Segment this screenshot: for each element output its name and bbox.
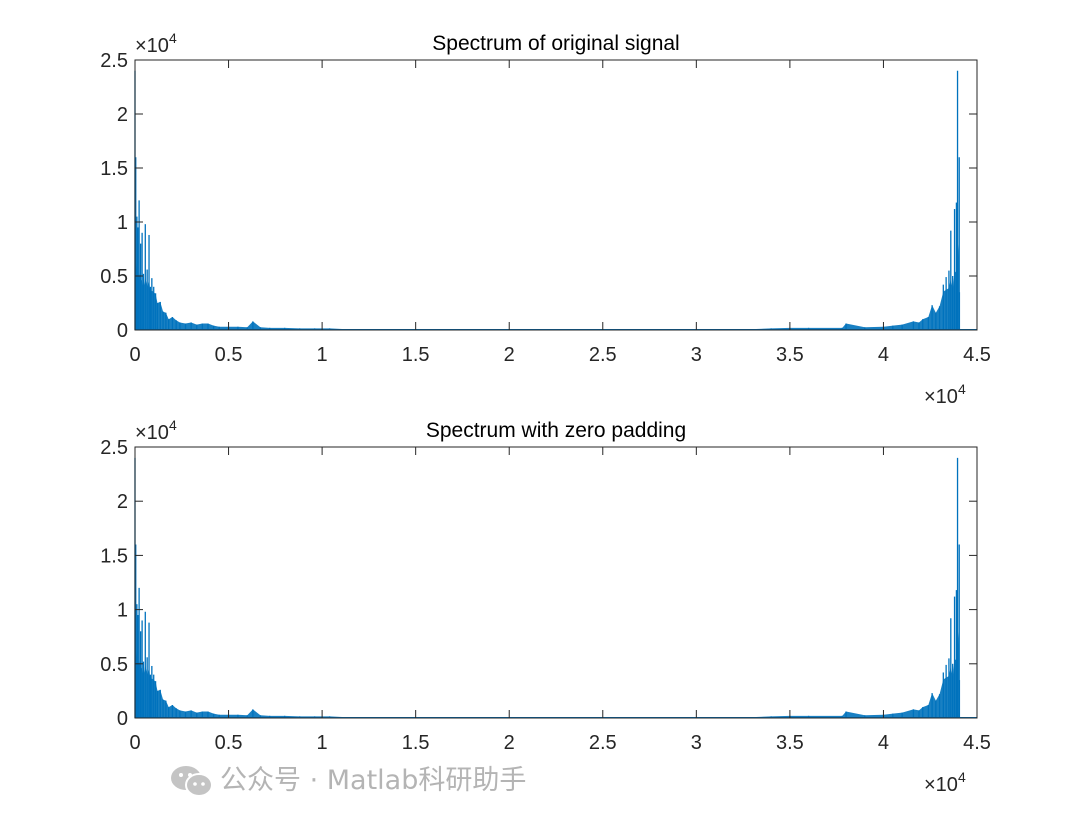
x-tick-label: 2.5	[589, 732, 617, 754]
spectrum-fill	[135, 238, 960, 330]
y-tick-label: 1	[117, 212, 128, 234]
x-tick-label: 2	[504, 344, 515, 366]
x-exponent-label: ×104	[924, 769, 966, 796]
x-tick-label: 3	[691, 732, 702, 754]
x-tick-label: 0.5	[215, 732, 243, 754]
y-tick-label: 2	[117, 104, 128, 126]
y-tick-label: 0	[117, 708, 128, 730]
x-tick-label: 3	[691, 344, 702, 366]
x-tick-label: 2	[504, 732, 515, 754]
y-exponent-label: ×104	[135, 30, 177, 57]
x-tick-label: 1	[317, 732, 328, 754]
x-tick-label: 2.5	[589, 344, 617, 366]
y-tick-label: 1	[117, 600, 128, 622]
watermark-text: 公众号 · Matlab科研助手	[220, 765, 527, 796]
x-tick-label: 1.5	[402, 732, 430, 754]
x-tick-label: 3.5	[776, 344, 804, 366]
x-tick-label: 0	[129, 732, 140, 754]
watermark: 公众号 · Matlab科研助手	[170, 764, 526, 798]
x-tick-label: 4.5	[963, 344, 991, 366]
x-tick-label: 3.5	[776, 732, 804, 754]
y-tick-label: 0	[117, 320, 128, 342]
axes-box	[134, 59, 978, 331]
x-tick-label: 0.5	[215, 344, 243, 366]
x-tick-label: 1	[317, 344, 328, 366]
chart-title: Spectrum of original signal	[432, 32, 679, 55]
y-tick-label: 2	[117, 491, 128, 513]
x-tick-label: 4	[878, 732, 889, 754]
y-tick-label: 2.5	[100, 437, 128, 459]
axes-box	[134, 446, 978, 719]
x-tick-label: 0	[129, 344, 140, 366]
y-tick-label: 1.5	[100, 545, 128, 567]
x-tick-label: 4	[878, 344, 889, 366]
axes-2: 0 0.5 1 1.5 2 2.5 3 3.5 4 4.5 0 0.5 1 1.5 2 2.5 ×104 ×104…	[100, 417, 991, 796]
y-tick-label: 0.5	[100, 266, 128, 288]
chart-title: Spectrum with zero padding	[426, 419, 686, 442]
x-tick-label: 1.5	[402, 344, 430, 366]
spectrum-fill	[135, 625, 960, 718]
x-exponent-label: ×104	[924, 381, 966, 408]
y-tick-label: 1.5	[100, 158, 128, 180]
y-exponent-label: ×104	[135, 417, 177, 444]
wechat-icon	[171, 766, 213, 797]
y-tick-label: 0.5	[100, 654, 128, 676]
x-tick-label: 4.5	[963, 732, 991, 754]
axes-1: 0 0.5 1 1.5 2 2.5 3 3.5 4 4.5 0 0.5 1 1.5 2 2.5 ×104 ×104…	[100, 30, 991, 408]
y-tick-label: 2.5	[100, 50, 128, 72]
